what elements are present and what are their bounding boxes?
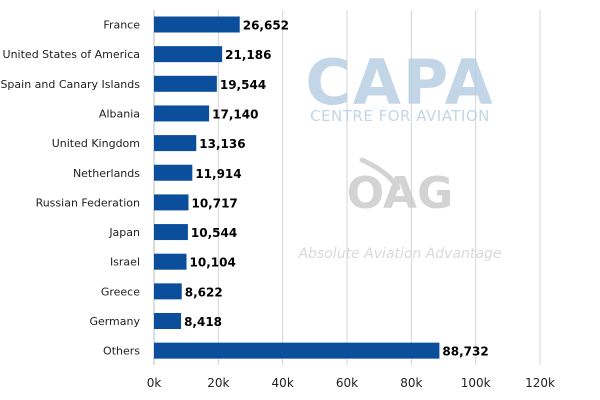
category-label: Japan bbox=[108, 226, 140, 239]
bar bbox=[154, 105, 210, 122]
category-label: United States of America bbox=[3, 48, 140, 61]
value-label: 10,104 bbox=[190, 256, 236, 270]
x-axis-ticks: 0k 20k 40k 60k 80k 100k 120k bbox=[147, 376, 555, 390]
value-label: 10,544 bbox=[191, 226, 237, 240]
capa-watermark: CAPA CENTRE FOR AVIATION bbox=[305, 46, 494, 125]
category-label: Russian Federation bbox=[36, 196, 140, 209]
x-tick-label: 120k bbox=[525, 376, 555, 390]
category-label: United Kingdom bbox=[52, 137, 140, 150]
bar bbox=[154, 194, 189, 211]
category-labels: France United States of America Spain and … bbox=[0, 19, 140, 358]
value-labels: 26,652 21,186 19,544 17,140 13,136 11,914 10,7… bbox=[184, 19, 489, 359]
value-label: 8,418 bbox=[184, 315, 222, 329]
category-label: Albania bbox=[99, 107, 140, 120]
category-label: Others bbox=[103, 345, 140, 358]
oag-tagline-text: Absolute Aviation Advantage bbox=[297, 246, 501, 262]
capa-logo-text: CAPA bbox=[305, 46, 494, 119]
bar bbox=[154, 342, 440, 359]
category-label: Israel bbox=[110, 256, 140, 269]
value-label: 10,717 bbox=[191, 196, 237, 210]
value-label: 21,186 bbox=[225, 48, 271, 62]
bar bbox=[154, 46, 223, 63]
x-tick-label: 60k bbox=[336, 376, 358, 390]
value-label: 11,914 bbox=[195, 167, 241, 181]
x-tick-label: 0k bbox=[147, 376, 162, 390]
bar bbox=[154, 283, 182, 300]
oag-watermark: OAG Absolute Aviation Advantage bbox=[297, 157, 502, 262]
bar bbox=[154, 253, 187, 270]
value-label: 17,140 bbox=[212, 107, 258, 121]
category-label: Germany bbox=[89, 315, 140, 328]
value-label: 19,544 bbox=[220, 78, 266, 92]
value-label: 8,622 bbox=[185, 285, 223, 299]
category-label: Greece bbox=[101, 285, 140, 298]
bar bbox=[154, 224, 188, 241]
oag-logo-text: OAG bbox=[347, 168, 453, 219]
x-tick-label: 100k bbox=[461, 376, 491, 390]
value-label: 88,732 bbox=[442, 345, 488, 359]
bar bbox=[154, 164, 193, 181]
category-label: Spain and Canary Islands bbox=[0, 78, 140, 91]
oag-swoosh-icon bbox=[359, 157, 401, 191]
gridlines bbox=[153, 10, 541, 365]
category-label: Netherlands bbox=[73, 167, 140, 180]
x-tick-label: 20k bbox=[207, 376, 229, 390]
bar bbox=[154, 75, 217, 92]
bar bbox=[154, 16, 240, 33]
bar bbox=[154, 313, 182, 329]
category-label: France bbox=[103, 19, 140, 32]
bars bbox=[154, 16, 440, 359]
value-label: 26,652 bbox=[243, 19, 289, 33]
value-label: 13,136 bbox=[199, 137, 245, 151]
x-tick-label: 80k bbox=[400, 376, 422, 390]
bar bbox=[154, 135, 197, 152]
x-tick-label: 40k bbox=[272, 376, 294, 390]
capa-subtitle-text: CENTRE FOR AVIATION bbox=[310, 107, 490, 125]
